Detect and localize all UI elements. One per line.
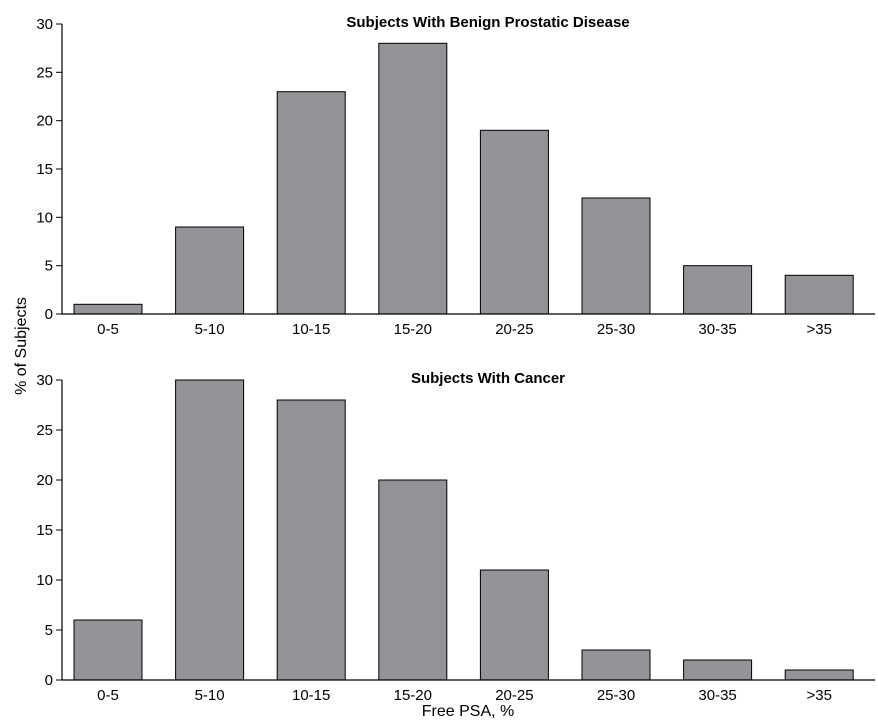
cancer-bar-1: [175, 379, 245, 681]
benign-panel: Subjects With Benign Prostatic Disease 0-…: [36, 14, 875, 338]
cancer-x-tick-label-2: 10-15: [292, 687, 330, 704]
benign-bar-1: [175, 226, 245, 315]
benign-bar-7: [784, 274, 854, 315]
cancer-bar-0: [73, 619, 143, 681]
benign-bar-4: [479, 129, 549, 315]
cancer-x-tick-label-5: 25-30: [597, 687, 635, 704]
benign-y-tick-label-3: 15: [36, 161, 53, 178]
cancer-y-tick-label-5: 25: [36, 422, 53, 439]
cancer-y-tick-label-6: 30: [36, 372, 53, 389]
cancer-bar-3: [378, 479, 448, 681]
cancer-bar-2: [276, 399, 346, 681]
benign-x-tick-label-5: 25-30: [597, 321, 635, 338]
y-axis-label: % of Subjects: [13, 297, 30, 395]
cancer-bar-7: [784, 669, 854, 681]
benign-y-tick-label-2: 10: [36, 209, 53, 226]
cancer-chart-title: Subjects With Cancer: [411, 370, 565, 387]
benign-y-tick-label-5: 25: [36, 64, 53, 81]
benign-x-tick-label-4: 20-25: [495, 321, 533, 338]
x-axis-label: Free PSA, %: [422, 703, 514, 720]
benign-bar-2: [276, 91, 346, 315]
cancer-bar-6: [683, 659, 753, 681]
benign-y-tick-label-1: 5: [45, 258, 53, 275]
benign-bar-0: [73, 303, 143, 315]
cancer-y-tick-label-0: 0: [45, 672, 53, 689]
benign-x-tick-label-1: 5-10: [195, 321, 225, 338]
benign-x-tick-label-7: >35: [806, 321, 831, 338]
cancer-panel: Subjects With Cancer 0-5 5-10 10-15 15-20 20-…: [36, 370, 875, 704]
cancer-y-tick-label-2: 10: [36, 572, 53, 589]
benign-y-tick-label-6: 30: [36, 16, 53, 33]
cancer-bar-4: [479, 569, 549, 681]
benign-bar-6: [683, 265, 753, 315]
benign-y-tick-label-0: 0: [45, 306, 53, 323]
benign-x-tick-label-3: 15-20: [394, 321, 432, 338]
benign-bar-5: [581, 197, 651, 315]
cancer-x-tick-label-6: 30-35: [698, 687, 736, 704]
cancer-x-tick-label-1: 5-10: [195, 687, 225, 704]
benign-x-tick-label-0: 0-5: [97, 321, 119, 338]
cancer-x-tick-label-7: >35: [806, 687, 831, 704]
cancer-y-tick-label-4: 20: [36, 472, 53, 489]
benign-x-tick-label-6: 30-35: [698, 321, 736, 338]
cancer-x-tick-label-0: 0-5: [97, 687, 119, 704]
benign-bar-3: [378, 42, 448, 315]
cancer-x-tick-label-3: 15-20: [394, 687, 432, 704]
cancer-bar-5: [581, 649, 651, 681]
benign-y-tick-label-4: 20: [36, 113, 53, 130]
benign-x-tick-label-2: 10-15: [292, 321, 330, 338]
cancer-y-tick-label-3: 15: [36, 522, 53, 539]
benign-chart-title: Subjects With Benign Prostatic Disease: [346, 14, 629, 31]
cancer-x-tick-label-4: 20-25: [495, 687, 533, 704]
cancer-y-tick-label-1: 5: [45, 622, 53, 639]
